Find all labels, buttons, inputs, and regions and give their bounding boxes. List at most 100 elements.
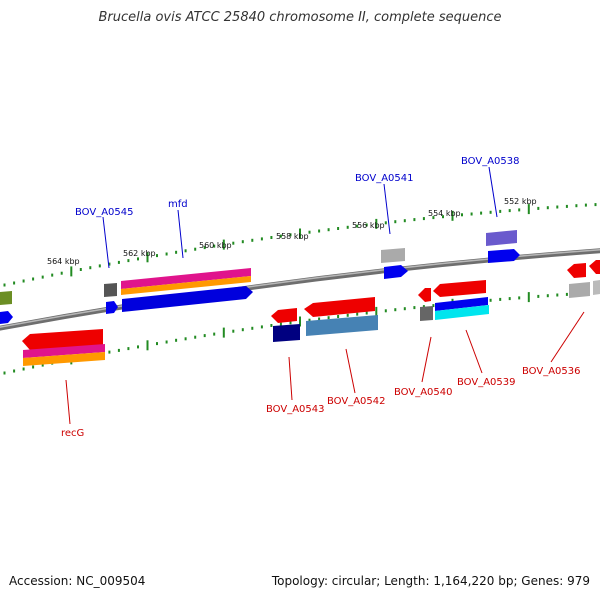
- gene-arrow-blue[interactable]: [488, 249, 520, 263]
- major-tick: [70, 266, 73, 277]
- gene-label-BOV_A0539[interactable]: BOV_A0539: [457, 377, 516, 388]
- gene-block-lightgray[interactable]: [381, 248, 405, 263]
- gene-block-blue[interactable]: [435, 297, 488, 311]
- leader-line: [465, 329, 483, 374]
- gene-block-slateblue[interactable]: [486, 230, 517, 246]
- gene-arrow-mfd[interactable]: [122, 286, 253, 312]
- gene-label-mfd[interactable]: mfd: [168, 199, 188, 210]
- minor-tick: [289, 233, 292, 237]
- gene-arrow-red[interactable]: [589, 260, 600, 274]
- minor-tick: [470, 212, 473, 216]
- minor-tick: [489, 210, 492, 214]
- minor-tick: [499, 209, 502, 213]
- minor-tick: [565, 292, 568, 296]
- gene-arrow-blue[interactable]: [106, 301, 118, 314]
- minor-tick: [241, 240, 244, 244]
- gene-label-BOV_A0540[interactable]: BOV_A0540: [394, 387, 453, 398]
- minor-tick: [594, 203, 597, 207]
- minor-tick: [289, 321, 292, 325]
- minor-tick: [194, 247, 197, 251]
- gene-block-navy[interactable]: [273, 324, 300, 342]
- leader-line: [177, 209, 184, 259]
- minor-tick: [156, 254, 158, 258]
- minor-tick: [13, 281, 16, 285]
- minor-tick: [327, 316, 330, 320]
- minor-tick: [3, 283, 6, 287]
- chromosome-backbone: [0, 248, 600, 331]
- minor-tick: [480, 211, 483, 215]
- minor-tick: [565, 204, 568, 208]
- minor-tick: [127, 259, 130, 263]
- gene-block-pink[interactable]: [121, 268, 251, 289]
- minor-tick: [546, 294, 549, 298]
- minor-tick: [117, 348, 120, 352]
- major-tick: [299, 316, 301, 327]
- minor-tick: [318, 229, 321, 233]
- minor-tick: [327, 228, 330, 232]
- gene-arrow-red[interactable]: [304, 297, 375, 317]
- gene-block-cyan[interactable]: [435, 305, 489, 320]
- major-tick: [146, 252, 149, 263]
- minor-tick: [318, 317, 321, 321]
- kbp-label: 552 kbp: [504, 197, 537, 206]
- gene-label-BOV_A0545[interactable]: BOV_A0545: [75, 207, 134, 218]
- gene-block-lightgray[interactable]: [569, 282, 590, 298]
- minor-tick: [308, 230, 311, 234]
- minor-tick: [194, 335, 197, 339]
- major-tick: [527, 204, 530, 215]
- leader-line: [345, 348, 356, 394]
- gene-block-orange[interactable]: [23, 352, 105, 366]
- minor-tick: [98, 264, 101, 268]
- gene-arrow-red[interactable]: [271, 308, 297, 323]
- gene-label-BOV_A0536[interactable]: BOV_A0536: [522, 366, 581, 377]
- minor-tick: [89, 266, 92, 270]
- gene-arrow-red[interactable]: [567, 263, 586, 278]
- minor-tick: [22, 367, 25, 371]
- gene-label-BOV_A0541[interactable]: BOV_A0541: [355, 173, 414, 184]
- leader-line: [488, 166, 498, 218]
- minor-tick: [394, 220, 397, 224]
- gene-block-steelblue[interactable]: [306, 315, 378, 336]
- gene-arrow-blue[interactable]: [0, 311, 13, 324]
- minor-tick: [413, 218, 416, 222]
- minor-tick: [413, 306, 416, 310]
- gene-block-lightgray[interactable]: [593, 280, 600, 295]
- minor-tick: [260, 237, 263, 241]
- minor-tick: [184, 249, 187, 253]
- minor-tick: [403, 219, 406, 223]
- gene-label-BOV_A0538[interactable]: BOV_A0538: [461, 156, 520, 167]
- minor-tick: [394, 308, 397, 312]
- map-title: Brucella ovis ATCC 25840 chromosome II, …: [98, 10, 502, 25]
- minor-tick: [3, 371, 6, 375]
- minor-tick: [442, 215, 444, 219]
- gene-block-orange[interactable]: [121, 276, 251, 295]
- gene-arrow-recG-red[interactable]: [22, 329, 103, 350]
- gene-block-gray[interactable]: [104, 283, 117, 297]
- minor-tick: [346, 225, 349, 229]
- minor-tick: [489, 298, 492, 302]
- kbp-label: 564 kbp: [47, 257, 80, 266]
- gene-arrow-red[interactable]: [418, 288, 431, 302]
- kbp-label: 562 kbp: [123, 249, 156, 258]
- gene-arrow-blue[interactable]: [384, 265, 408, 279]
- gene-label-BOV_A0543[interactable]: BOV_A0543: [266, 404, 325, 415]
- gene-block-gray[interactable]: [420, 306, 433, 321]
- kbp-label: 558 kbp: [276, 232, 309, 241]
- minor-tick: [213, 332, 216, 336]
- leader-line: [65, 379, 71, 425]
- leader-line: [102, 216, 110, 269]
- minor-tick: [365, 311, 368, 315]
- minor-tick: [251, 238, 254, 242]
- gene-label-BOV_A0542[interactable]: BOV_A0542: [327, 396, 386, 407]
- gene-arrow-olive[interactable]: [0, 291, 12, 305]
- minor-tick: [384, 221, 387, 225]
- minor-tick: [60, 271, 63, 275]
- minor-tick: [279, 234, 282, 238]
- gene-block-pink[interactable]: [23, 344, 105, 358]
- gene-label-recG[interactable]: recG: [61, 428, 84, 439]
- minor-tick: [270, 324, 273, 327]
- minor-tick: [137, 257, 139, 261]
- gene-arrow-red[interactable]: [433, 280, 486, 297]
- minor-tick: [184, 337, 187, 341]
